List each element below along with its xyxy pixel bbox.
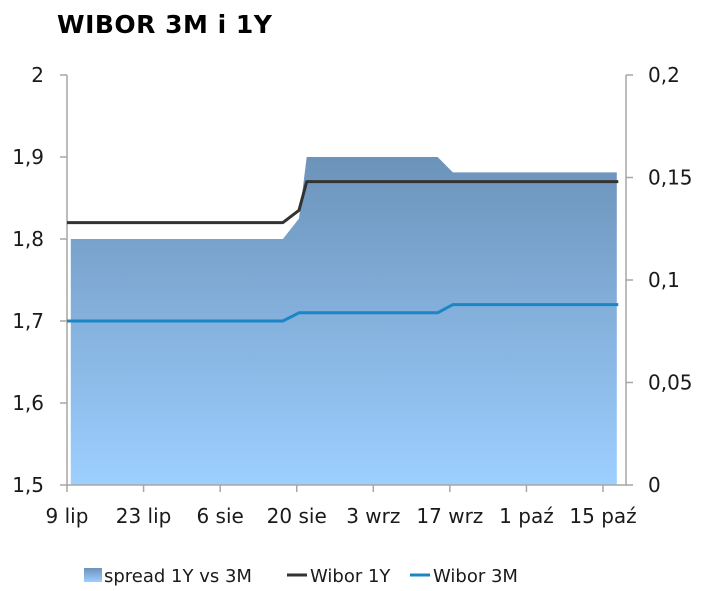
left-tick-label: 1,6	[12, 391, 44, 415]
x-tick-label: 17 wrz	[416, 504, 483, 528]
left-tick-label: 1,8	[12, 227, 44, 251]
right-tick-label: 0,2	[648, 63, 680, 87]
left-tick-label: 1,9	[12, 145, 44, 169]
x-tick-label: 3 wrz	[346, 504, 400, 528]
x-tick-label: 23 lip	[116, 504, 172, 528]
right-tick-label: 0,1	[648, 268, 680, 292]
right-tick-label: 0	[648, 473, 661, 497]
right-tick-label: 0,05	[648, 371, 693, 395]
x-tick-label: 20 sie	[267, 504, 327, 528]
left-tick-label: 1,7	[12, 309, 44, 333]
left-tick-label: 2	[31, 63, 44, 87]
wibor-1y-line	[67, 180, 619, 225]
legend-label-spread-1y-vs-3m: spread 1Y vs 3M	[104, 566, 252, 587]
right-tick-label: 0,15	[648, 166, 693, 190]
x-tick-label: 1 paź	[499, 504, 554, 528]
x-tick-label: 15 paź	[569, 504, 636, 528]
x-tick-label: 9 lip	[46, 504, 89, 528]
wibor-3m-line	[67, 303, 619, 323]
x-tick-label: 6 sie	[196, 504, 243, 528]
left-tick-label: 1,5	[12, 473, 44, 497]
chart-title: WIBOR 3M i 1Y	[57, 10, 273, 39]
legend-swatch-spread-1y-vs-3m	[84, 568, 102, 582]
legend-label-wibor-3m: Wibor 3M	[433, 566, 518, 587]
spread-area	[70, 157, 617, 485]
legend-label-wibor-1y: Wibor 1Y	[310, 566, 391, 587]
